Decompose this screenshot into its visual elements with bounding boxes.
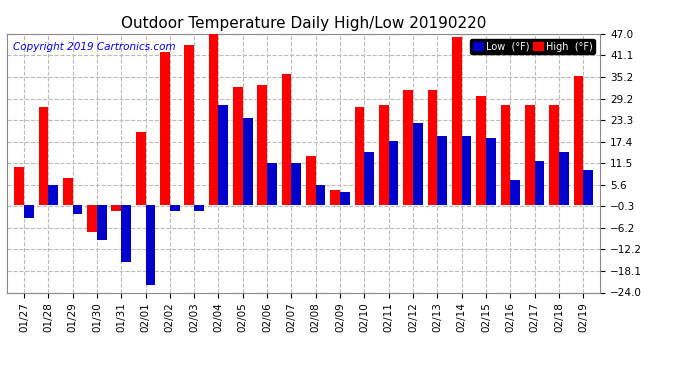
Bar [379,105,388,205]
Bar [243,118,253,205]
Bar [355,106,364,205]
Bar [500,105,511,205]
Bar [511,180,520,205]
Bar [437,136,447,205]
Bar [583,170,593,205]
Bar [160,52,170,205]
Bar [170,205,179,210]
Bar [340,192,350,205]
Bar [559,152,569,205]
Bar [184,45,194,205]
Bar [136,132,146,205]
Bar [413,123,423,205]
Bar [209,34,219,205]
Legend: Low  (°F), High  (°F): Low (°F), High (°F) [470,39,595,54]
Bar [194,205,204,210]
Bar [428,90,437,205]
Bar [486,138,495,205]
Bar [462,136,471,205]
Bar [306,156,316,205]
Bar [24,205,34,218]
Bar [476,96,486,205]
Bar [257,85,267,205]
Bar [535,161,544,205]
Bar [316,185,326,205]
Bar [233,87,243,205]
Bar [112,205,121,210]
Bar [404,90,413,205]
Bar [87,205,97,232]
Bar [364,152,374,205]
Bar [97,205,107,240]
Bar [146,205,155,285]
Bar [219,105,228,205]
Bar [525,105,535,205]
Title: Outdoor Temperature Daily High/Low 20190220: Outdoor Temperature Daily High/Low 20190… [121,16,486,31]
Bar [121,205,131,261]
Bar [39,106,48,205]
Bar [48,185,58,205]
Bar [452,38,462,205]
Bar [291,163,301,205]
Bar [549,105,559,205]
Bar [72,205,82,214]
Bar [282,74,291,205]
Bar [267,163,277,205]
Bar [14,167,24,205]
Bar [573,76,583,205]
Bar [331,190,340,205]
Text: Copyright 2019 Cartronics.com: Copyright 2019 Cartronics.com [13,42,175,51]
Bar [388,141,398,205]
Bar [63,178,72,205]
